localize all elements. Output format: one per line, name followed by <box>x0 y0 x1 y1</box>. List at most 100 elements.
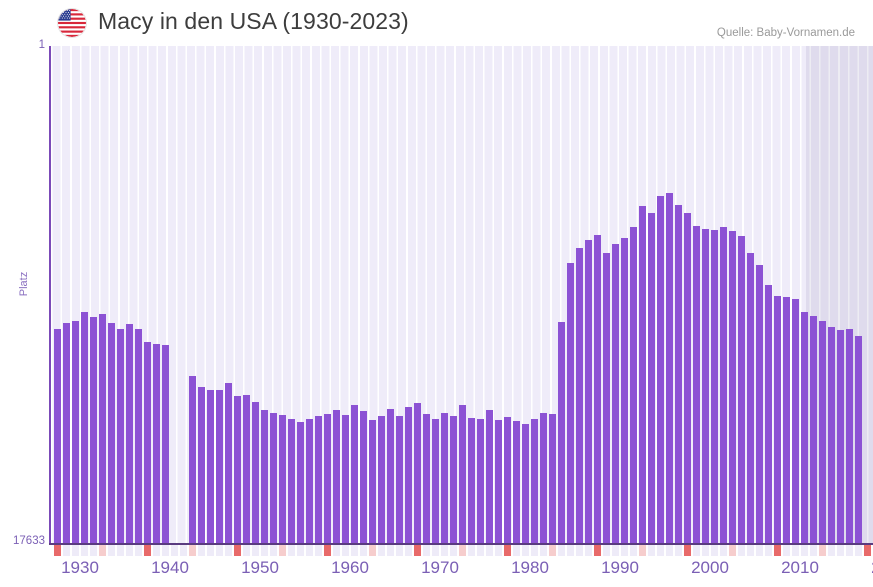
bar-1953[interactable] <box>234 396 241 543</box>
bar-1964[interactable] <box>333 410 340 543</box>
bar-1939[interactable] <box>135 329 142 543</box>
y-axis-line <box>49 46 51 543</box>
bar-2020[interactable] <box>837 330 844 543</box>
bar-2002[interactable] <box>675 205 682 543</box>
bar-2014[interactable] <box>783 297 790 543</box>
bar-2019[interactable] <box>828 327 835 543</box>
bar-1988[interactable] <box>549 414 556 543</box>
bar-2013[interactable] <box>774 296 781 543</box>
bar-1997[interactable] <box>630 227 637 543</box>
bar-1941[interactable] <box>153 344 160 543</box>
bar-1996[interactable] <box>621 238 628 543</box>
bar-1986[interactable] <box>531 419 538 543</box>
bar-1967[interactable] <box>360 411 367 543</box>
bar-1938[interactable] <box>126 324 133 543</box>
bar-2001[interactable] <box>666 193 673 543</box>
bar-1935[interactable] <box>99 314 106 543</box>
bar-1971[interactable] <box>396 416 403 543</box>
bar-1958[interactable] <box>279 415 286 543</box>
bar-2010[interactable] <box>747 253 754 543</box>
bar-2009[interactable] <box>738 236 745 543</box>
bar-1982[interactable] <box>495 420 502 543</box>
bar-1930[interactable] <box>54 329 61 543</box>
bar-1991[interactable] <box>576 248 583 543</box>
x-tick-1967 <box>387 545 394 556</box>
bar-1951[interactable] <box>216 390 223 543</box>
bar-1999[interactable] <box>648 213 655 543</box>
bar-1936[interactable] <box>108 323 115 543</box>
x-tick-1993 <box>621 545 628 556</box>
bar-1980[interactable] <box>477 419 484 543</box>
x-tick-1958 <box>306 545 313 556</box>
bar-1978[interactable] <box>459 405 466 543</box>
bar-1960[interactable] <box>297 422 304 543</box>
bar-2000[interactable] <box>657 196 664 543</box>
x-axis-label-1970: 1970 <box>421 558 459 577</box>
x-axis-label-1930: 1930 <box>61 558 99 577</box>
bar-1998[interactable] <box>639 206 646 543</box>
bar-2022[interactable] <box>855 336 862 543</box>
x-tick-1931 <box>63 545 70 556</box>
bar-1950[interactable] <box>207 390 214 543</box>
bar-1934[interactable] <box>90 317 97 543</box>
bar-1979[interactable] <box>468 418 475 543</box>
bar-1962[interactable] <box>315 416 322 543</box>
bar-1963[interactable] <box>324 414 331 543</box>
x-tick-1989 <box>585 545 592 556</box>
bar-1994[interactable] <box>603 253 610 543</box>
plot-area <box>51 46 873 543</box>
bar-1984[interactable] <box>513 421 520 543</box>
bar-1972[interactable] <box>405 407 412 543</box>
bar-1983[interactable] <box>504 417 511 543</box>
bar-1956[interactable] <box>261 410 268 543</box>
bar-1993[interactable] <box>594 235 601 543</box>
bar-2021[interactable] <box>846 329 853 543</box>
bar-1932[interactable] <box>72 321 79 543</box>
bar-1985[interactable] <box>522 424 529 543</box>
bar-1977[interactable] <box>450 416 457 543</box>
bar-1931[interactable] <box>63 323 70 543</box>
bar-1966[interactable] <box>351 405 358 543</box>
x-tick-1971 <box>423 545 430 556</box>
bar-2008[interactable] <box>729 231 736 543</box>
bar-1949[interactable] <box>198 387 205 543</box>
bar-1989[interactable] <box>558 322 565 543</box>
bar-1933[interactable] <box>81 312 88 543</box>
bar-1955[interactable] <box>252 402 259 543</box>
bar-2012[interactable] <box>765 285 772 543</box>
bar-1976[interactable] <box>441 413 448 543</box>
bar-2017[interactable] <box>810 316 817 543</box>
bar-1970[interactable] <box>387 409 394 543</box>
bar-1937[interactable] <box>117 329 124 543</box>
bar-1987[interactable] <box>540 413 547 543</box>
bar-1952[interactable] <box>225 383 232 543</box>
bar-1940[interactable] <box>144 342 151 543</box>
bar-2004[interactable] <box>693 226 700 543</box>
bar-2006[interactable] <box>711 230 718 543</box>
bar-1974[interactable] <box>423 414 430 543</box>
bar-1995[interactable] <box>612 244 619 543</box>
bar-2005[interactable] <box>702 229 709 543</box>
bar-1992[interactable] <box>585 240 592 543</box>
bar-1954[interactable] <box>243 395 250 543</box>
bar-1981[interactable] <box>486 410 493 543</box>
bar-1969[interactable] <box>378 416 385 543</box>
bar-1959[interactable] <box>288 419 295 543</box>
bar-1973[interactable] <box>414 403 421 543</box>
x-tick-1987 <box>567 545 574 556</box>
bar-1961[interactable] <box>306 419 313 543</box>
x-tick-1970 <box>414 545 421 556</box>
bar-1990[interactable] <box>567 263 574 543</box>
bar-2003[interactable] <box>684 213 691 543</box>
bar-2016[interactable] <box>801 312 808 543</box>
bar-2007[interactable] <box>720 227 727 543</box>
bar-2011[interactable] <box>756 265 763 543</box>
bar-2018[interactable] <box>819 321 826 543</box>
bar-1948[interactable] <box>189 376 196 543</box>
bar-2015[interactable] <box>792 299 799 543</box>
bar-1957[interactable] <box>270 413 277 543</box>
bar-1968[interactable] <box>369 420 376 543</box>
bar-1975[interactable] <box>432 419 439 543</box>
bar-1965[interactable] <box>342 415 349 543</box>
bar-1942[interactable] <box>162 345 169 543</box>
